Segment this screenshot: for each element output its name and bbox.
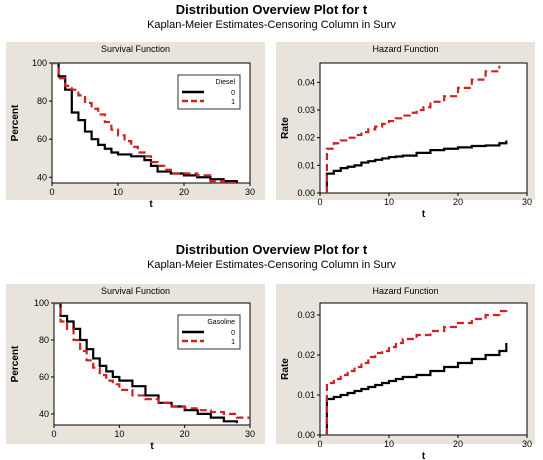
- x-tick-label: 20: [179, 187, 189, 197]
- plot-area: [319, 62, 528, 194]
- legend-label: 1: [231, 339, 235, 346]
- legend-label: 0: [231, 330, 235, 337]
- subplot-hazard: Hazard Function 0 10 20 30 0.00 0.01 0.02 0.03 0.…: [276, 42, 535, 220]
- subplot-title: Survival Function: [101, 286, 170, 296]
- y-tick-label: 60: [37, 134, 47, 144]
- x-tick-label: 20: [453, 197, 463, 207]
- y-tick-label: 0.03: [297, 105, 315, 115]
- y-tick-label: 0.00: [297, 430, 315, 440]
- y-tick-label: 0.01: [297, 160, 315, 170]
- subplot-title: Hazard Function: [372, 286, 438, 296]
- plot-area: [319, 302, 528, 436]
- legend-label: 1: [231, 99, 235, 106]
- legend-label: 0: [231, 90, 235, 97]
- y-tick-label: 80: [39, 335, 49, 345]
- legend: Gasoline 0 1: [177, 314, 241, 350]
- series-line-1: [52, 63, 238, 183]
- x-axis-label: t: [422, 451, 426, 460]
- x-tick-label: 10: [384, 439, 394, 449]
- y-tick-label: 60: [39, 372, 49, 382]
- x-tick-label: 0: [317, 197, 322, 207]
- series-line-1: [325, 307, 508, 435]
- x-tick-label: 30: [522, 439, 532, 449]
- y-tick-label: 40: [37, 172, 47, 182]
- x-tick-label: 10: [113, 187, 123, 197]
- legend-title: Gasoline: [207, 319, 235, 326]
- series-line-1: [54, 303, 250, 420]
- y-tick-label: 0.02: [297, 350, 315, 360]
- y-tick-label: 80: [37, 96, 47, 106]
- y-axis-label: Percent: [10, 345, 21, 382]
- chart-title: Distribution Overview Plot for t: [175, 2, 368, 17]
- x-axis-label: t: [149, 199, 153, 210]
- chart-subtitle: Kaplan-Meier Estimates-Censoring Column …: [147, 259, 396, 271]
- series-line-0: [52, 63, 238, 183]
- y-tick-label: 0.03: [297, 310, 315, 320]
- subplot-hazard: Hazard Function 0 10 20 30 0.00 0.01 0.02 0.03 t R…: [276, 284, 535, 460]
- legend-title: Diesel: [216, 79, 236, 86]
- x-tick-label: 30: [522, 197, 532, 207]
- series-line-0: [325, 343, 508, 435]
- x-tick-label: 30: [245, 187, 255, 197]
- x-tick-label: 20: [453, 439, 463, 449]
- y-tick-label: 0.04: [297, 77, 315, 87]
- y-tick-label: 0.02: [297, 133, 315, 143]
- overview-plot-diesel: Distribution Overview Plot for t Kaplan-…: [0, 0, 543, 220]
- y-tick-label: 100: [32, 58, 47, 68]
- x-tick-label: 20: [180, 429, 190, 439]
- chart-subtitle: Kaplan-Meier Estimates-Censoring Column …: [147, 19, 396, 31]
- y-axis-label: Rate: [280, 117, 291, 139]
- x-tick-label: 10: [384, 197, 394, 207]
- x-axis-label: t: [422, 209, 426, 220]
- series-line-0: [325, 140, 508, 193]
- x-tick-label: 10: [114, 429, 124, 439]
- y-tick-label: 40: [39, 409, 49, 419]
- legend: Diesel 0 1: [177, 74, 241, 110]
- series-line-0: [54, 303, 239, 424]
- y-axis-label: Percent: [10, 104, 21, 141]
- subplot-title: Hazard Function: [372, 44, 438, 54]
- subplot-title: Survival Function: [101, 44, 170, 54]
- y-tick-label: 0.00: [297, 188, 315, 198]
- x-axis-label: t: [150, 441, 154, 452]
- x-tick-label: 0: [51, 429, 56, 439]
- x-tick-label: 0: [49, 187, 54, 197]
- y-axis-label: Rate: [280, 358, 291, 380]
- overview-plot-gasoline: Distribution Overview Plot for t Kaplan-…: [0, 240, 543, 460]
- y-tick-label: 0.01: [297, 390, 315, 400]
- x-tick-label: 0: [317, 439, 322, 449]
- x-tick-label: 30: [245, 429, 255, 439]
- chart-title: Distribution Overview Plot for t: [175, 242, 368, 257]
- y-tick-label: 100: [34, 298, 49, 308]
